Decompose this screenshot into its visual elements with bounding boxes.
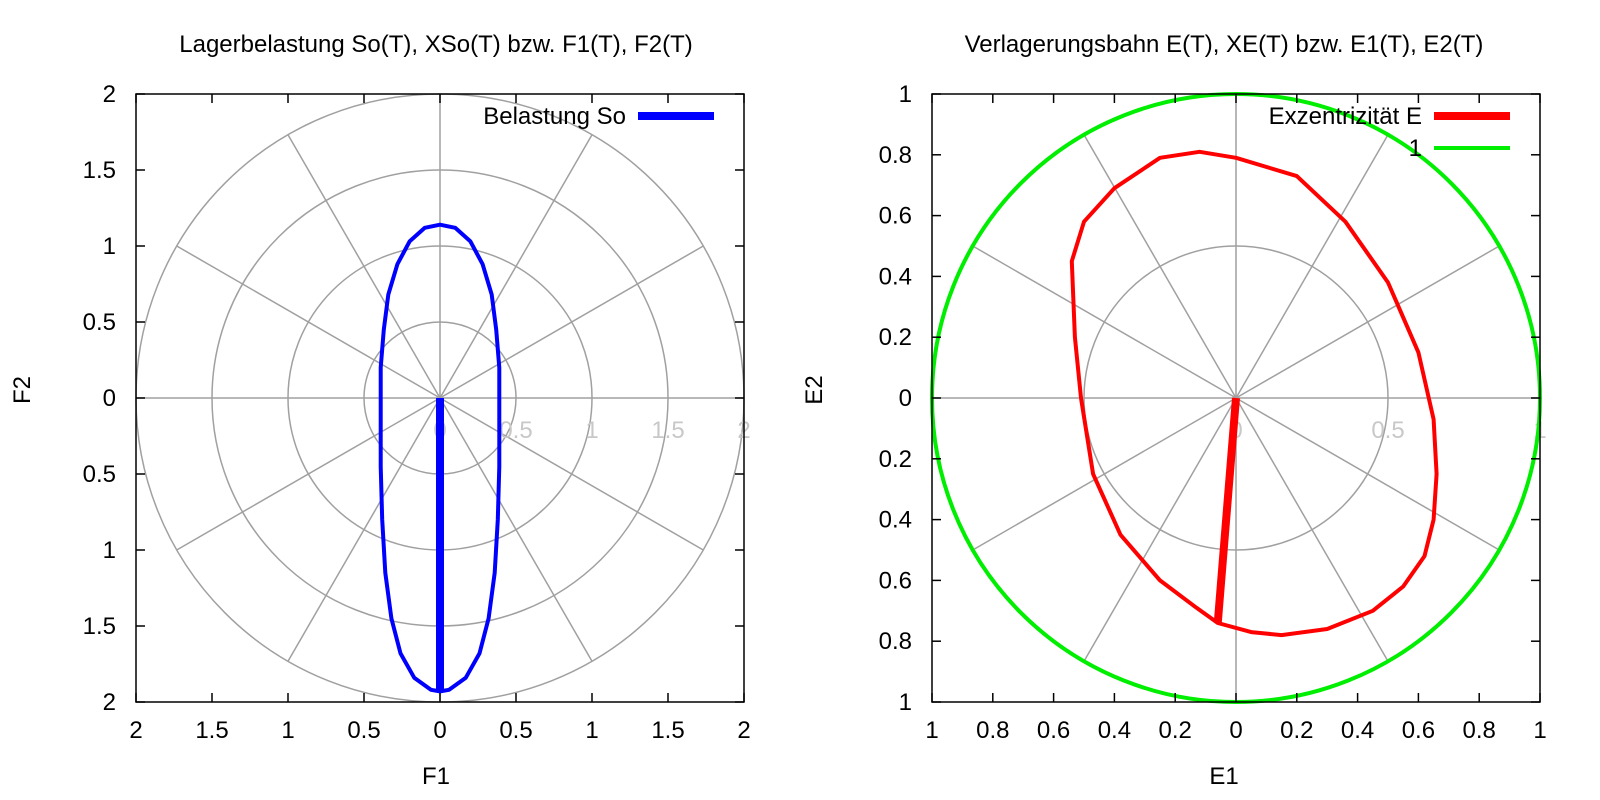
load-chart-series — [378, 222, 502, 694]
load-chart-panel: Lagerbelastung So(T), XSo(T) bzw. F1(T),… — [9, 31, 751, 790]
load-xtick-label: 2 — [129, 717, 142, 744]
displacement-chart-panel: Verlagerungsbahn E(T), XE(T) bzw. E1(T),… — [801, 31, 1547, 790]
load-radius-label: 0.5 — [499, 417, 532, 444]
load-grid-spoke — [439, 134, 593, 399]
displacement-chart-legend: Exzentrizität E 1 — [1269, 103, 1510, 162]
load-chart-title: Lagerbelastung So(T), XSo(T) bzw. F1(T),… — [179, 31, 692, 58]
displacement-legend-label: Exzentrizität E — [1269, 103, 1422, 130]
load-radius-label: 1.5 — [651, 417, 684, 444]
load-chart-ylabel: F2 — [9, 376, 36, 404]
load-ytick-label: 0 — [103, 385, 116, 412]
load-xtick-label: 2 — [737, 717, 750, 744]
load-chart-legend: Belastung So — [483, 103, 714, 130]
load-grid-spoke — [439, 245, 704, 399]
displacement-ytick-label: 0.2 — [879, 446, 912, 473]
displacement-grid-spoke — [1235, 245, 1500, 399]
displacement-grid-spoke — [1083, 134, 1237, 399]
displacement-series-curve — [1069, 149, 1439, 638]
load-ytick-label: 1 — [103, 537, 116, 564]
displacement-series-vector — [1213, 397, 1240, 624]
displacement-ytick-label: 0.4 — [879, 507, 912, 534]
load-ytick-label: 0.5 — [83, 461, 116, 488]
load-xtick-label: 0.5 — [347, 717, 380, 744]
displacement-radius-label: 0.5 — [1371, 417, 1404, 444]
load-legend-label: Belastung So — [483, 103, 626, 130]
displacement-xtick-label: 0.2 — [1159, 717, 1192, 744]
load-ytick-label: 2 — [103, 689, 116, 716]
displacement-grid-spoke — [972, 245, 1237, 399]
displacement-ytick-label: 0.8 — [879, 142, 912, 169]
load-grid-spoke — [287, 397, 441, 662]
load-radius-label: 1 — [585, 417, 598, 444]
displacement-ytick-label: 1 — [899, 689, 912, 716]
load-series-curve — [378, 222, 502, 694]
displacement-xtick-label: 0.8 — [1463, 717, 1496, 744]
displacement-ytick-label: 0.6 — [879, 567, 912, 594]
load-xtick-label: 1 — [585, 717, 598, 744]
displacement-grid-spoke — [1235, 397, 1389, 662]
displacement-xtick-label: 1 — [1533, 717, 1546, 744]
load-xtick-label: 0 — [433, 717, 446, 744]
displacement-ytick-label: 0.8 — [879, 628, 912, 655]
displacement-ytick-label: 0.6 — [879, 203, 912, 230]
displacement-ytick-label: 1 — [899, 81, 912, 108]
displacement-grid-spoke — [1235, 134, 1389, 399]
load-ytick-label: 1 — [103, 233, 116, 260]
displacement-xtick-label: 0.6 — [1037, 717, 1070, 744]
load-xtick-label: 1.5 — [195, 717, 228, 744]
displacement-chart-ylabel: E2 — [801, 375, 828, 404]
displacement-chart-xlabel: E1 — [1209, 763, 1238, 790]
load-ytick-label: 0.5 — [83, 309, 116, 336]
load-grid-spoke — [176, 245, 441, 399]
displacement-chart-title: Verlagerungsbahn E(T), XE(T) bzw. E1(T),… — [965, 31, 1484, 58]
displacement-grid-spoke — [1083, 397, 1237, 662]
displacement-grid-spoke — [972, 397, 1237, 551]
displacement-xtick-label: 1 — [925, 717, 938, 744]
load-xtick-label: 0.5 — [499, 717, 532, 744]
load-xtick-label: 1.5 — [651, 717, 684, 744]
displacement-legend-label: 1 — [1409, 135, 1422, 162]
load-grid-spoke — [439, 397, 593, 662]
load-grid-spoke — [287, 134, 441, 399]
load-grid-spoke — [439, 397, 704, 551]
load-grid-spoke — [176, 397, 441, 551]
load-chart-ticks: 2 1.5 1 0.5 0 0.5 1 1.5 221.510.500.511.52 — [83, 81, 751, 744]
displacement-ytick-label: 0 — [899, 385, 912, 412]
load-chart-xlabel: F1 — [422, 763, 450, 790]
displacement-xtick-label: 0.2 — [1280, 717, 1313, 744]
displacement-ytick-label: 0.4 — [879, 263, 912, 290]
load-ytick-label: 2 — [103, 81, 116, 108]
load-xtick-label: 1 — [281, 717, 294, 744]
displacement-xtick-label: 0.8 — [976, 717, 1009, 744]
displacement-ytick-label: 0.2 — [879, 324, 912, 351]
load-ytick-label: 1.5 — [83, 613, 116, 640]
load-ytick-label: 1.5 — [83, 157, 116, 184]
displacement-grid-spoke — [1235, 397, 1500, 551]
displacement-xtick-label: 0 — [1229, 717, 1242, 744]
displacement-xtick-label: 0.4 — [1098, 717, 1131, 744]
displacement-chart-ticks: 1 0.8 0.6 0.4 0.2 0 0.2 0.4 0.6 0.8 110.80.60.40.2… — [879, 81, 1547, 744]
displacement-xtick-label: 0.6 — [1402, 717, 1435, 744]
displacement-xtick-label: 0.4 — [1341, 717, 1374, 744]
